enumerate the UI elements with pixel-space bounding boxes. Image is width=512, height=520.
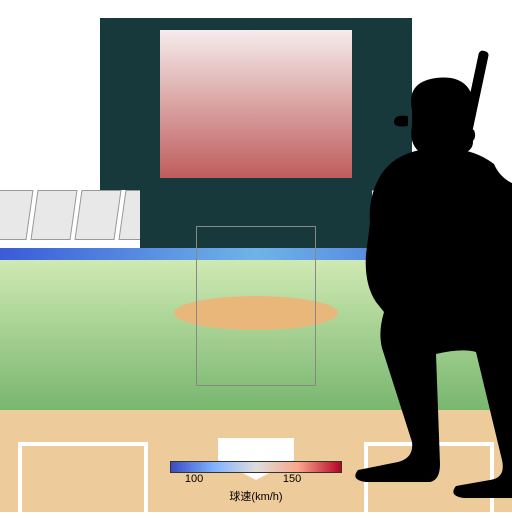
scale-tick: 100 — [185, 473, 203, 485]
seat-panel — [74, 190, 121, 240]
batter-silhouette — [262, 50, 512, 520]
baseball-field-diagram: 100 150 球速(km/h) — [0, 0, 512, 512]
scale-axis-label: 球速(km/h) — [170, 488, 342, 504]
speed-color-scale: 100 150 球速(km/h) — [170, 461, 342, 504]
seat-panel — [30, 190, 77, 240]
batter-box-line — [18, 442, 148, 446]
batter-box-line — [18, 442, 22, 512]
scale-gradient-bar — [170, 461, 342, 473]
seat-panel — [0, 190, 34, 240]
batter-box-line — [144, 442, 148, 512]
scale-ticks: 100 150 — [170, 473, 342, 487]
scale-tick: 150 — [283, 473, 301, 485]
